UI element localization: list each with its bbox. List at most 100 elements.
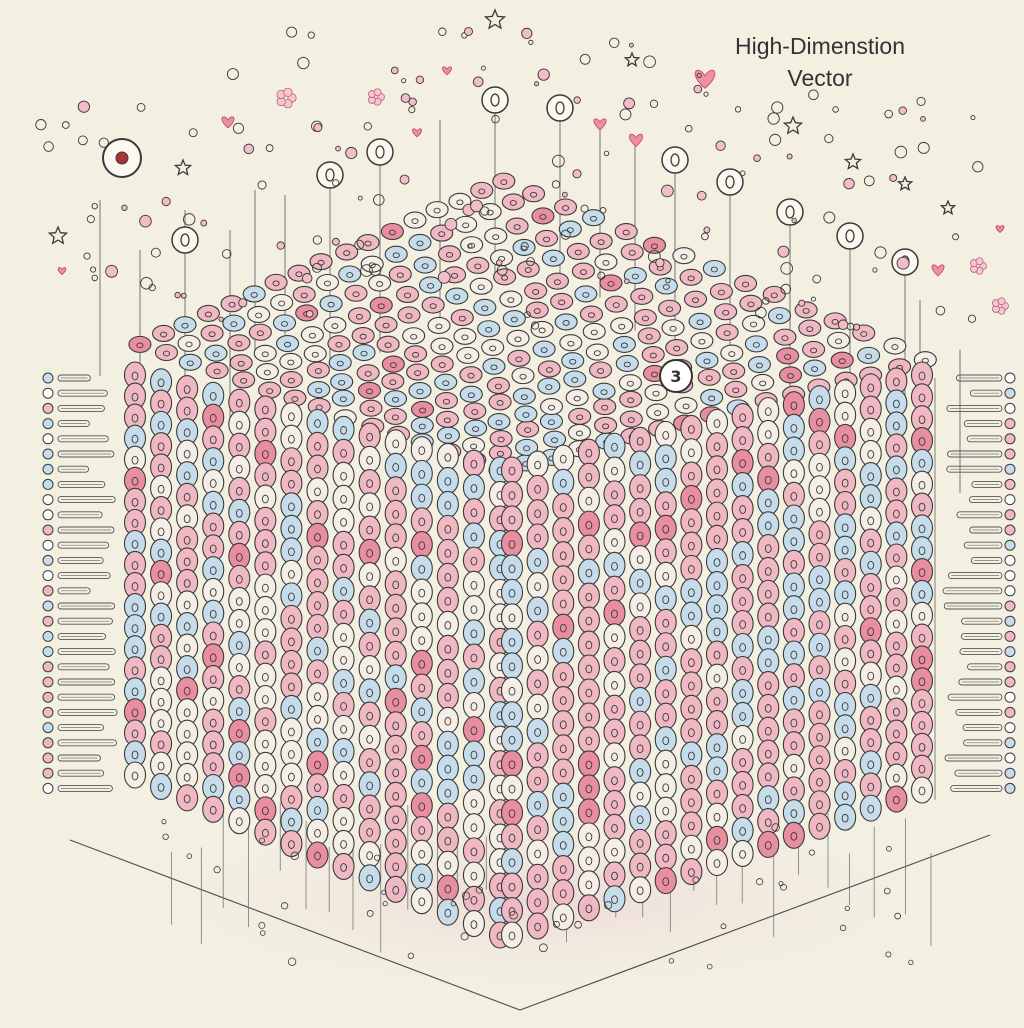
vector-element [680, 741, 703, 769]
vector-element [526, 523, 549, 551]
vector-element [782, 413, 805, 441]
scatter-dot [665, 278, 671, 284]
vector-element [603, 599, 626, 627]
vector-element [683, 290, 708, 308]
vector-element [654, 491, 677, 519]
scatter-dot [771, 823, 780, 832]
vector-element [603, 456, 626, 484]
vector-element [384, 570, 407, 598]
vector-element [526, 572, 549, 600]
heart-icon [412, 128, 422, 138]
vector-element [512, 387, 536, 405]
vector-element [384, 758, 407, 786]
dimension-entry [947, 448, 1016, 460]
vector-element [690, 332, 714, 350]
dimension-entry [969, 387, 1016, 399]
scatter-dot [265, 144, 274, 152]
scatter-dot [139, 214, 152, 228]
vector-element [247, 305, 271, 324]
vector-element [306, 568, 329, 596]
vector-element [614, 222, 638, 241]
vector-element [500, 774, 524, 802]
vector-element [500, 872, 524, 900]
vector-element [397, 306, 421, 324]
vector-element [714, 303, 738, 321]
vector-element [526, 644, 549, 673]
vector-element [462, 667, 485, 695]
vector-element [731, 678, 754, 707]
vector-element [629, 757, 652, 785]
scatter-dot [77, 135, 88, 146]
scatter-dot [780, 262, 793, 275]
vector-element [629, 828, 652, 856]
flower-icon [970, 257, 987, 275]
vector-element [782, 436, 805, 464]
vector-element [885, 719, 908, 747]
vector-element [469, 277, 493, 295]
scatter-dot [90, 266, 97, 273]
vector-element [724, 380, 748, 398]
scatter-dot [257, 180, 267, 190]
vector-element [709, 282, 733, 301]
vector-element [910, 514, 934, 542]
scatter-dot [218, 316, 224, 322]
vector-element [500, 480, 524, 509]
vector-element [384, 664, 407, 692]
heart-icon [442, 66, 452, 76]
scatter-dot [693, 84, 703, 94]
vector-element [384, 476, 407, 504]
vector-element [410, 416, 434, 435]
vector-element [731, 426, 754, 454]
scatter-dot [839, 924, 847, 932]
scatter-dot [580, 204, 589, 213]
dimension-entry [42, 722, 105, 734]
vector-element [306, 704, 329, 732]
vector-element [705, 710, 729, 738]
vector-element [306, 727, 329, 755]
vector-element [205, 361, 229, 380]
vector-element [427, 316, 451, 335]
vector-element [599, 274, 623, 292]
scatter-dot [35, 119, 47, 131]
scatter-dot [824, 133, 834, 144]
vector-element [757, 534, 780, 562]
vector-element [410, 744, 433, 772]
scatter-dot [883, 887, 891, 895]
scatter-dot [539, 943, 548, 953]
vector-element [410, 400, 435, 418]
scatter-dot [213, 866, 221, 874]
vector-element [521, 185, 546, 203]
vector-element [680, 438, 703, 466]
vector-element [410, 649, 433, 677]
vector-element [554, 313, 578, 331]
vector-element [128, 335, 152, 353]
vector-element [248, 323, 272, 341]
vector-element [654, 655, 677, 683]
vector-element [827, 331, 851, 349]
vector-element [410, 768, 433, 796]
vector-element [332, 852, 355, 880]
vector-element [315, 273, 340, 292]
scatter-dot [332, 179, 340, 187]
vector-element [577, 726, 600, 754]
vector-element [358, 585, 381, 613]
scatter-dot [496, 259, 503, 266]
vector-element [757, 442, 780, 470]
vector-element [552, 855, 575, 883]
scatter-dot [243, 143, 255, 155]
vector-element [306, 591, 329, 619]
vector-element [526, 766, 549, 794]
scatter-dot [470, 199, 483, 213]
vector-element [910, 732, 934, 760]
vector-element [563, 370, 587, 388]
vector-element [332, 691, 355, 719]
vector-element [383, 407, 407, 425]
scatter-dot [623, 97, 636, 110]
scatter-dot [552, 920, 560, 928]
scatter-dot [908, 959, 914, 966]
vector-element [436, 850, 459, 878]
vector-element [492, 172, 516, 190]
dimension-entry [955, 706, 1016, 718]
scatter-dot [837, 319, 849, 330]
